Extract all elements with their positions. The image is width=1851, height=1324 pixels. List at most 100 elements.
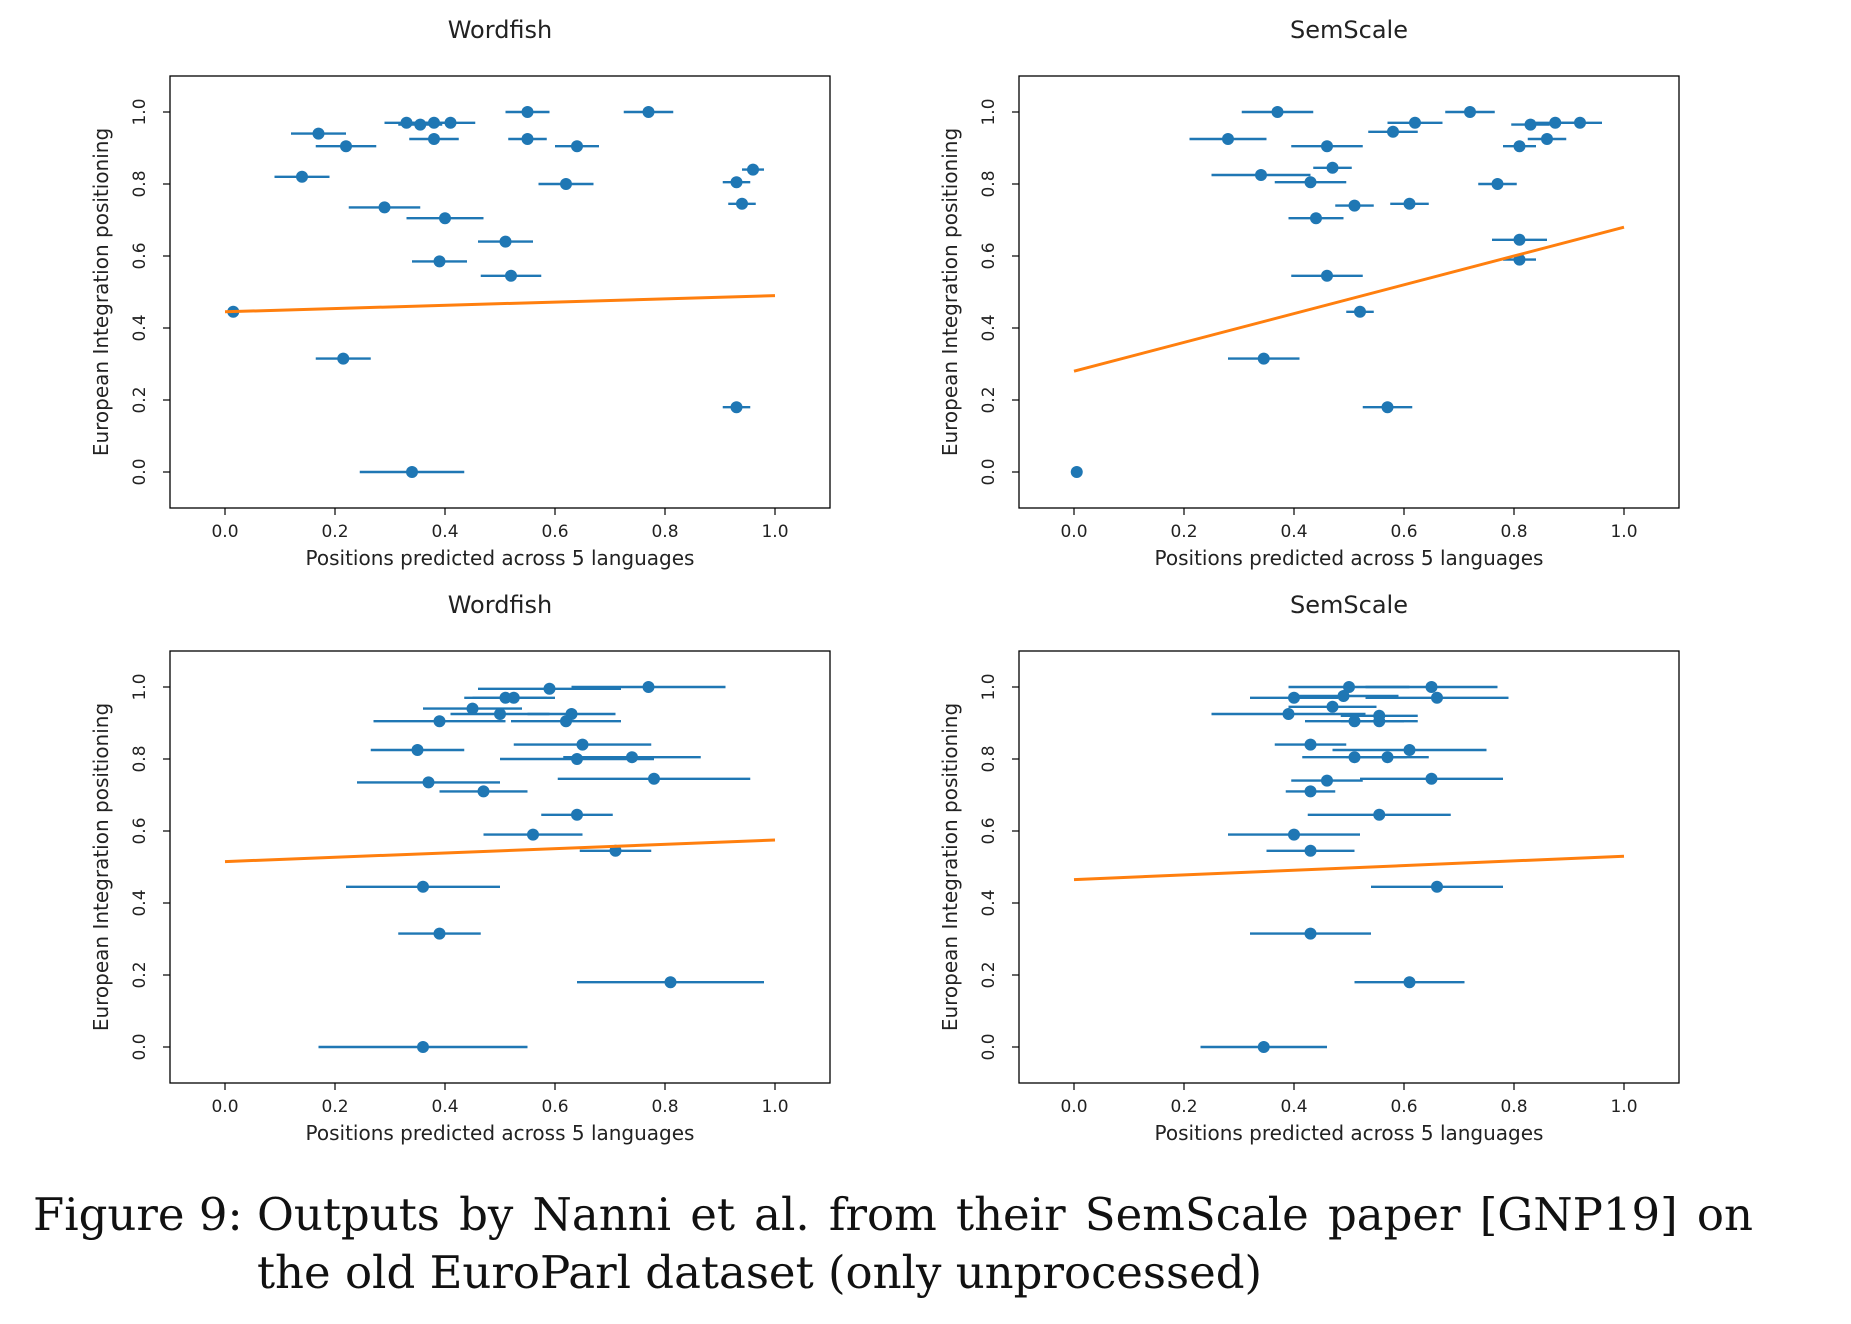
data-point [1574, 116, 1586, 129]
data-point [571, 753, 583, 765]
data-point [312, 127, 325, 140]
data-point [1257, 1041, 1270, 1053]
x-axis-label: Positions predicted across 5 languages [1155, 1121, 1544, 1145]
figure-panels: Wordfish 0.0 0.2 0.4 0.6 0.8 1.0 0.0 0.2 0.4 0.6 0.… [89, 16, 1680, 1145]
data-point [1541, 133, 1553, 145]
data-point [571, 140, 583, 153]
y-tick-label: 0.2 [130, 961, 150, 988]
data-point [340, 140, 352, 153]
data-point [642, 106, 655, 118]
data-point [428, 133, 440, 145]
x-tick-label: 0.8 [1500, 522, 1527, 542]
fit-line [224, 294, 776, 314]
data-point [664, 976, 677, 989]
data-point [1425, 681, 1438, 693]
data-point [1373, 808, 1386, 821]
plot-frame [169, 75, 831, 509]
y-tick-label: 0.8 [979, 745, 999, 772]
data-point [433, 927, 446, 940]
chart-panel-3: Wordfish 0.0 0.2 0.4 0.6 0.8 1.0 0.0 0.2 0.4 0.6 0.… [89, 591, 831, 1145]
x-tick-label: 0.2 [1170, 1097, 1197, 1117]
x-tick-label: 0.0 [211, 522, 238, 542]
data-point [422, 776, 435, 789]
y-tick-label: 0.4 [979, 314, 999, 341]
y-tick-label: 1.0 [979, 673, 999, 700]
caption-label: Figure 9: [33, 1188, 243, 1241]
y-axis-label: European Integration positioning [938, 128, 962, 456]
data-point [411, 744, 424, 756]
x-tick-label: 0.6 [1390, 1097, 1417, 1117]
y-tick-label: 0.6 [130, 242, 150, 269]
data-point [626, 751, 638, 764]
data-point [1348, 199, 1361, 212]
x-tick-label: 0.4 [431, 1097, 458, 1117]
data-point [1431, 880, 1443, 893]
data-point [1403, 976, 1416, 989]
data-point [1288, 691, 1300, 704]
y-tick-label: 0.0 [130, 1033, 150, 1060]
y-tick-label: 0.2 [130, 386, 150, 413]
data-point [1513, 140, 1526, 153]
y-axis-label: European Integration positioning [938, 703, 962, 1031]
data-point [414, 118, 427, 131]
data-point [1304, 844, 1317, 857]
data-point [296, 170, 308, 183]
chart-title: Wordfish [448, 591, 553, 619]
y-tick-label: 1.0 [130, 673, 150, 700]
data-point [507, 691, 520, 704]
x-tick-label: 0.4 [1280, 522, 1307, 542]
data-point [1326, 700, 1339, 713]
data-point [1524, 118, 1537, 131]
data-point [1403, 744, 1416, 756]
x-tick-label: 0.8 [1500, 1097, 1527, 1117]
y-tick-label: 0.8 [130, 745, 150, 772]
plot-frame [1018, 75, 1680, 509]
data-point [433, 715, 446, 728]
data-point [1257, 352, 1270, 365]
data-point [1326, 161, 1339, 174]
data-point [543, 682, 556, 695]
data-point [337, 352, 350, 365]
y-tick-label: 0.6 [979, 242, 999, 269]
data-point [642, 681, 655, 693]
fit-line [1073, 854, 1625, 882]
x-tick-label: 0.6 [541, 522, 568, 542]
data-point [1409, 116, 1421, 129]
data-point [505, 269, 517, 282]
chart-title: Wordfish [448, 16, 553, 44]
x-tick-label: 0.0 [1060, 522, 1087, 542]
data-point [1373, 709, 1386, 722]
chart-panel-2: SemScale 0.0 0.2 0.4 0.6 0.8 1.0 0.0 0.2 0.4 0.6 0.… [938, 16, 1680, 570]
data-point [1288, 828, 1300, 841]
data-point [1337, 690, 1350, 702]
data-point [1354, 305, 1366, 318]
data-point [494, 708, 506, 720]
y-tick-label: 1.0 [979, 98, 999, 125]
x-tick-label: 0.6 [541, 1097, 568, 1117]
data-point [521, 133, 534, 145]
data-point [1381, 401, 1394, 414]
x-tick-label: 0.4 [1280, 1097, 1307, 1117]
x-tick-label: 1.0 [1610, 522, 1637, 542]
y-tick-label: 0.0 [979, 458, 999, 485]
y-tick-label: 0.4 [130, 314, 150, 341]
data-point [1549, 116, 1562, 129]
data-point [571, 808, 583, 821]
data-point [1403, 197, 1416, 210]
fit-line [1073, 225, 1625, 373]
figure-caption: Figure 9: Outputs by Nanni et al. from t… [33, 1186, 1753, 1302]
x-tick-label: 1.0 [1610, 1097, 1637, 1117]
x-axis-label: Positions predicted across 5 languages [306, 1121, 695, 1145]
data-point [1304, 785, 1317, 798]
data-point [417, 1041, 429, 1053]
data-point [378, 201, 391, 214]
data-point [747, 163, 759, 176]
plot-frame [169, 650, 831, 1084]
data-point [1381, 751, 1394, 764]
caption-text: Outputs by Nanni et al. from their SemSc… [256, 1188, 1753, 1299]
data-point [1387, 125, 1399, 138]
data-point [1070, 466, 1083, 478]
data-point [1431, 691, 1443, 704]
data-point [576, 738, 589, 751]
data-point [1255, 169, 1267, 181]
